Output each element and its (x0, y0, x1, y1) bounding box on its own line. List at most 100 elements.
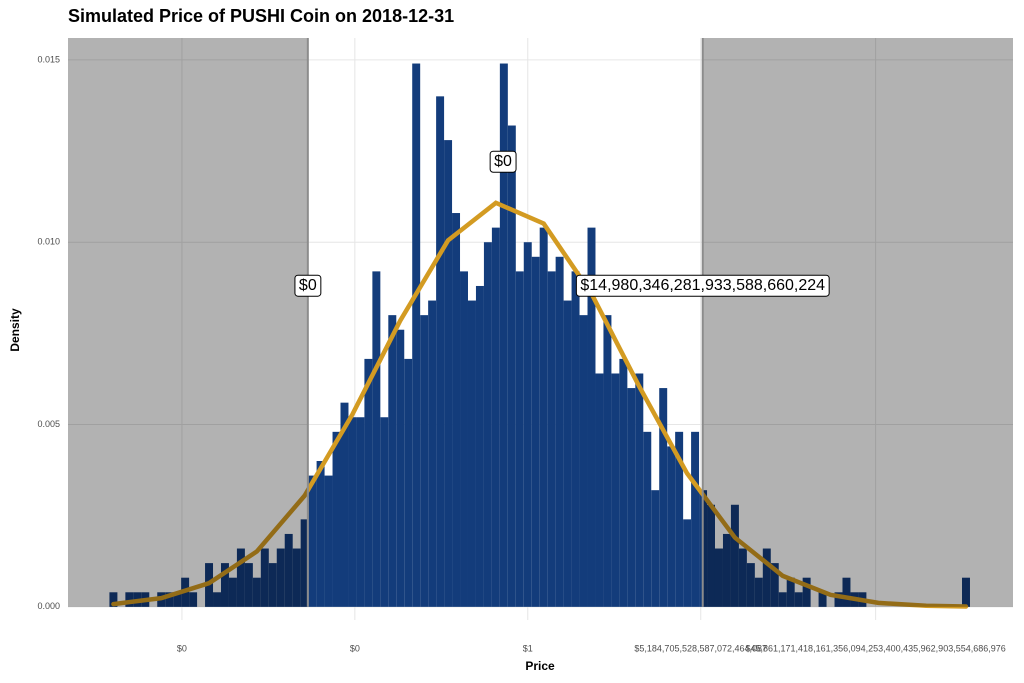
shaded-region (702, 38, 1013, 607)
chart-title: Simulated Price of PUSHI Coin on 2018-12… (68, 6, 454, 26)
bar (483, 242, 492, 607)
bar (284, 533, 293, 607)
bar (659, 388, 668, 607)
bar (420, 315, 429, 607)
annotation-label: $14,980,346,281,933,588,660,224 (580, 277, 825, 294)
bar (125, 592, 134, 607)
bar (683, 519, 692, 607)
annotation-label: $0 (299, 277, 317, 294)
bar (730, 504, 739, 607)
bar (675, 431, 684, 607)
bar (404, 358, 413, 607)
bar (380, 417, 389, 607)
bar (436, 96, 445, 607)
bar (691, 431, 700, 607)
x-tick-label: $1 (523, 643, 533, 653)
shaded-region (68, 38, 308, 607)
x-tick-label: $5,184,705,528,587,072,464,087 (634, 643, 767, 653)
bar (356, 417, 365, 607)
bar (499, 63, 508, 607)
bar (467, 300, 476, 607)
bar (587, 227, 596, 607)
bar (372, 271, 381, 607)
bar (340, 402, 349, 607)
bar (842, 577, 851, 607)
bar (707, 504, 715, 607)
bar (364, 358, 373, 607)
bar (762, 548, 771, 607)
bar (460, 271, 468, 607)
bar (627, 388, 636, 607)
bar (260, 548, 269, 607)
bar (595, 373, 604, 607)
bar (300, 519, 309, 607)
bar (523, 242, 532, 607)
y-axis-label: Density (8, 308, 22, 352)
bar (109, 592, 118, 607)
x-axis-label: Price (525, 659, 555, 673)
bar (515, 271, 524, 607)
bar (834, 592, 843, 607)
annotation-label: $0 (494, 153, 512, 170)
annotation-box (489, 150, 517, 173)
bar (252, 577, 261, 607)
bar (396, 329, 405, 607)
bar (348, 417, 357, 607)
bar (539, 227, 548, 607)
annotation-box (294, 274, 322, 297)
bar (475, 285, 484, 607)
bar (276, 548, 285, 607)
bar (491, 227, 500, 607)
bar (452, 213, 461, 607)
y-tick-label: 0.005 (37, 419, 60, 429)
bar (794, 592, 803, 607)
bar (173, 592, 182, 607)
bar (667, 446, 676, 607)
bar (547, 271, 556, 607)
bar (746, 563, 755, 607)
annotation-box (575, 274, 830, 297)
bar (571, 271, 580, 607)
bar (818, 592, 827, 607)
bar (611, 373, 620, 607)
bar (332, 431, 341, 607)
bar (738, 548, 747, 607)
bar (268, 563, 277, 607)
y-tick-label: 0.015 (37, 54, 60, 64)
bar (324, 475, 333, 607)
bar (236, 548, 245, 607)
bar (213, 592, 221, 607)
bar (635, 373, 644, 607)
bar (220, 563, 229, 607)
bar (619, 358, 628, 607)
bar (531, 256, 540, 607)
bar (786, 577, 795, 607)
bar (244, 563, 253, 607)
y-tick-label: 0.000 (37, 601, 60, 611)
bar (165, 592, 174, 607)
bar (651, 490, 660, 607)
x-tick-label: $45,861,171,418,161,356,094,253,400,435,… (746, 643, 1006, 653)
bar (563, 300, 572, 607)
bar (292, 548, 301, 607)
bar (770, 563, 779, 607)
x-tick-label: $0 (177, 643, 187, 653)
bar (962, 577, 970, 607)
bar (228, 577, 237, 607)
bar (754, 577, 763, 607)
bar (428, 300, 437, 607)
bar (316, 461, 325, 607)
bar (778, 592, 787, 607)
bar (507, 125, 516, 607)
bar (714, 548, 723, 607)
bar (444, 140, 453, 607)
bar (643, 431, 652, 607)
x-tick-label: $0 (350, 643, 360, 653)
density-curve (111, 200, 969, 609)
bar (555, 256, 564, 607)
bar (388, 315, 397, 607)
bar (412, 63, 421, 607)
y-tick-label: 0.010 (37, 237, 60, 247)
bar (722, 533, 731, 607)
